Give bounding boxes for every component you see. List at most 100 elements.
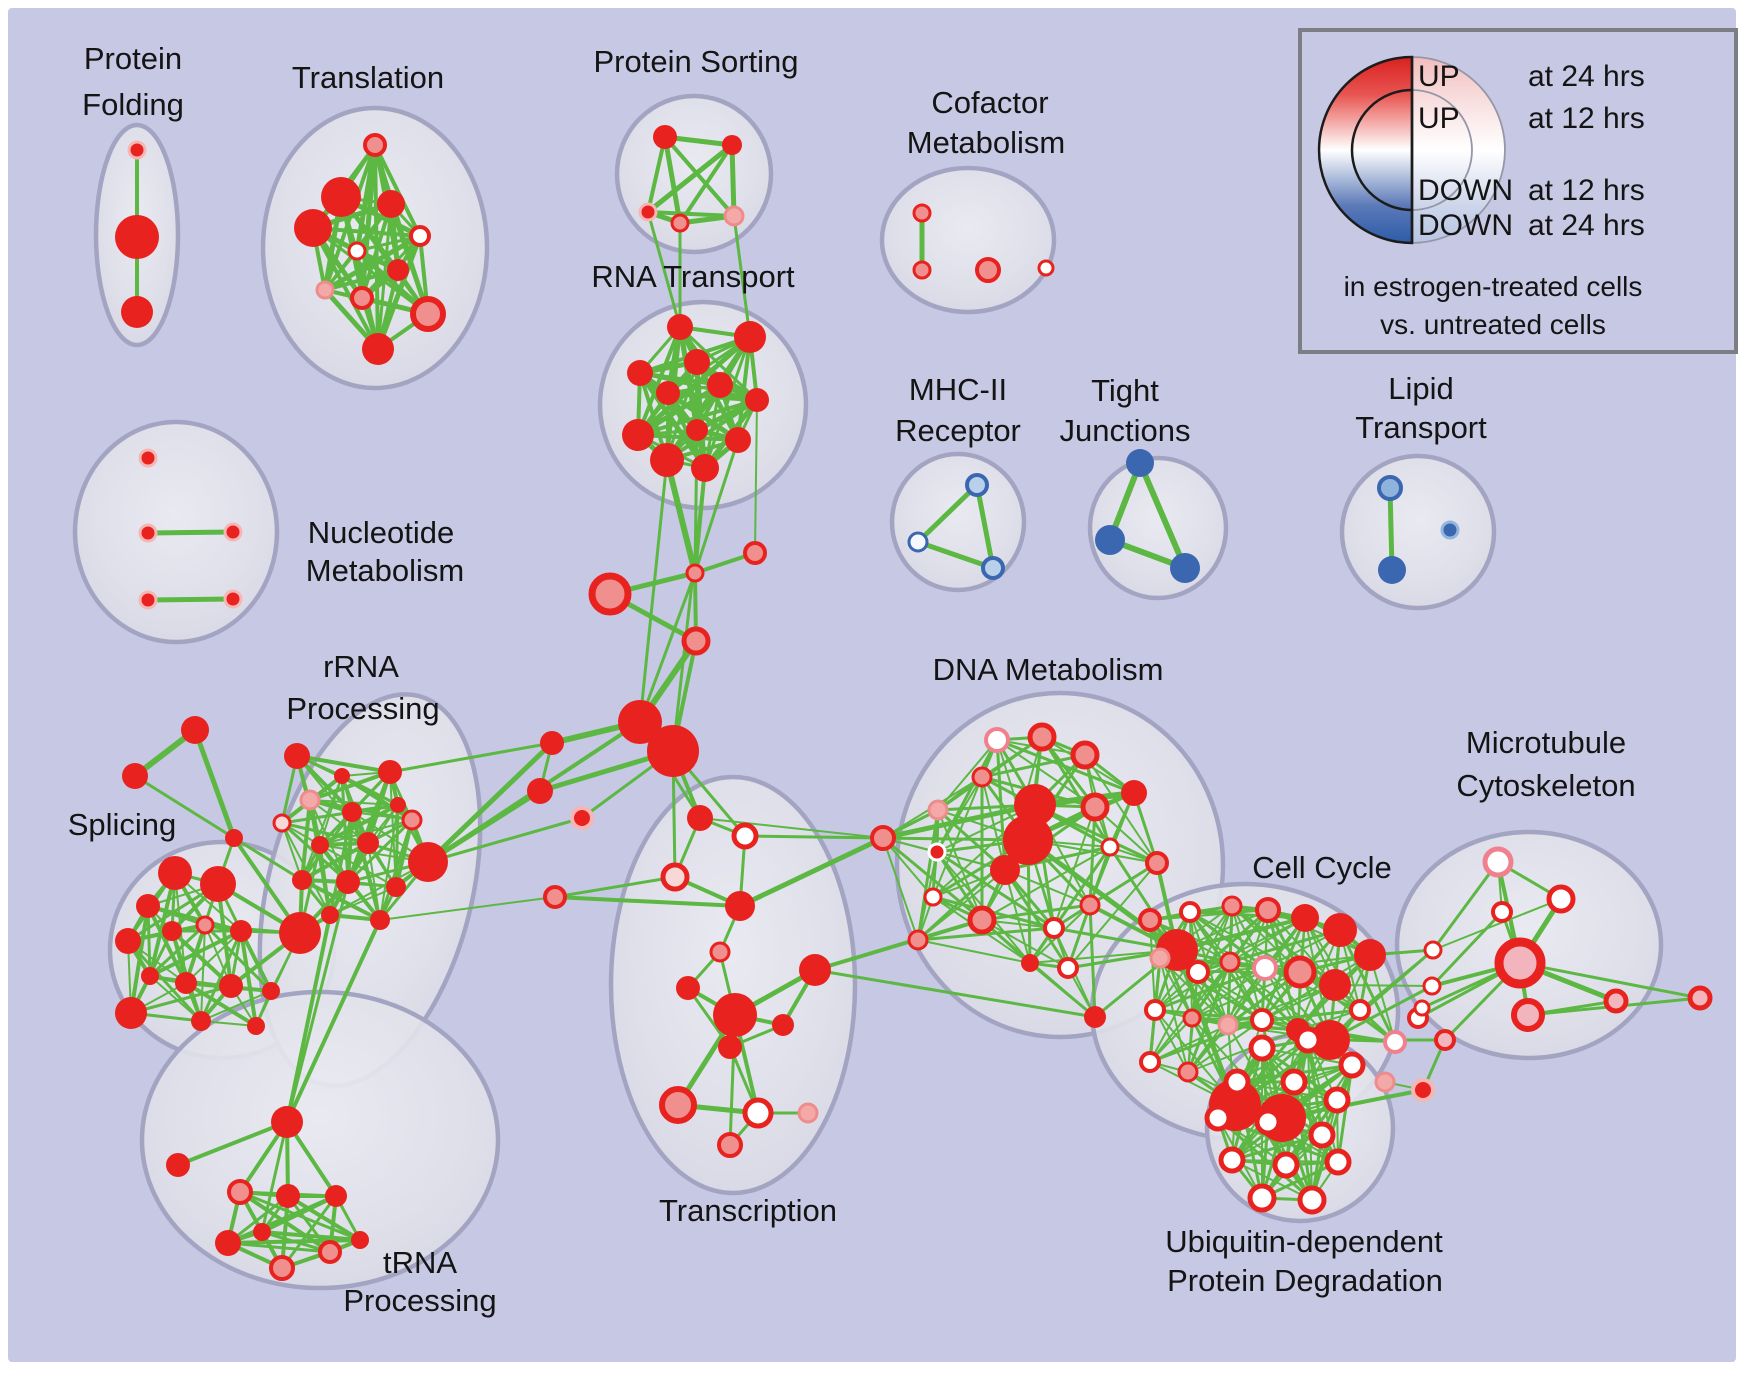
network-node [1043, 917, 1065, 939]
cluster-label-protein-folding: Folding [82, 87, 184, 122]
network-node [570, 806, 594, 830]
network-node [1186, 960, 1210, 984]
network-edge [318, 803, 400, 847]
network-node [981, 556, 1005, 580]
network-edge [1148, 1018, 1264, 1064]
network-node [1248, 1034, 1276, 1062]
network-node [1377, 475, 1403, 501]
network-edge [729, 142, 737, 219]
network-node [723, 205, 745, 227]
network-edge [346, 818, 414, 884]
network-edge [1175, 916, 1307, 952]
network-edge [388, 741, 554, 774]
network-edge [1088, 903, 1097, 1019]
network-node [1411, 1078, 1435, 1102]
network-node [409, 225, 431, 247]
network-node [138, 590, 158, 610]
network-node [656, 381, 680, 405]
network-node [136, 894, 160, 918]
network-node [1084, 1006, 1106, 1028]
network-node [1374, 1071, 1396, 1093]
cluster-label-tight-junctions: Tight [1091, 373, 1159, 408]
network-edge [553, 875, 677, 899]
network-edge [360, 202, 393, 300]
network-node [797, 1102, 819, 1124]
network-edge [932, 776, 983, 898]
network-node [1434, 1029, 1456, 1051]
network-node [1511, 998, 1545, 1032]
network-node [588, 572, 632, 616]
cluster-label-cofactor-metabolism: Metabolism [907, 125, 1066, 160]
network-edge [285, 918, 382, 1124]
cluster-label-translation: Translation [292, 60, 444, 95]
network-edge [686, 986, 732, 1049]
network-node [540, 731, 564, 755]
cluster-label-microtubule-cytoskeleton: Cytoskeleton [1456, 768, 1635, 803]
network-edge [426, 816, 584, 864]
network-node [1170, 553, 1200, 583]
network-edge [260, 1194, 338, 1234]
network-node [687, 805, 713, 831]
network-edge [880, 802, 1038, 841]
network-edge [980, 903, 1092, 922]
network-edge [1518, 961, 1702, 1000]
legend-direction-label: UP [1418, 102, 1460, 135]
network-node [1349, 999, 1371, 1021]
network-node [200, 866, 236, 902]
network-edge [974, 482, 996, 571]
network-node [670, 213, 690, 233]
network-edge [663, 135, 736, 218]
network-node [722, 135, 742, 155]
cluster-label-nucleotide-metabolism: Nucleotide [308, 515, 454, 550]
network-edge [295, 754, 392, 774]
network-node [1149, 947, 1171, 969]
network-node [1182, 1008, 1202, 1028]
cluster-label-cofactor-metabolism: Cofactor [931, 85, 1048, 120]
network-edge [1191, 971, 1301, 1019]
network-edge [280, 821, 370, 845]
network-node [1378, 556, 1406, 584]
cluster-label-splicing: Splicing [68, 807, 177, 842]
cluster-label-rrna-processing: rRNA [323, 649, 399, 684]
network-node [401, 809, 423, 831]
network-node [127, 140, 147, 160]
cluster-label-trna-processing: tRNA [383, 1245, 457, 1280]
network-edge [645, 142, 735, 215]
network-node [927, 842, 947, 862]
network-edge [340, 774, 350, 884]
network-edge [1264, 954, 1371, 969]
network-node [1126, 449, 1154, 477]
network-edge [359, 142, 378, 301]
network-edge [239, 929, 258, 1028]
network-edge [184, 981, 258, 1028]
network-node [650, 443, 684, 477]
network-node [377, 190, 405, 218]
network-node [315, 280, 335, 300]
legend-time-label: at 12 hrs [1528, 102, 1645, 135]
network-node [725, 891, 755, 921]
network-node [334, 768, 350, 784]
network-node [799, 954, 831, 986]
cluster-labels-layer: Protein Folding Translation Protein Sorting… [68, 41, 1636, 1318]
network-edge [149, 975, 202, 1022]
network-edge [1186, 960, 1232, 1074]
network-node [1021, 954, 1039, 972]
network-edge [636, 325, 682, 437]
network-node [1250, 1008, 1274, 1032]
network-node [1179, 901, 1201, 923]
network-edge [638, 571, 697, 724]
network-node [294, 209, 332, 247]
network-edge [882, 837, 919, 941]
network-edge [192, 727, 237, 841]
network-node [907, 929, 929, 951]
network-node [1323, 913, 1357, 947]
network-edge [1187, 1019, 1263, 1073]
legend-time-label: at 24 hrs [1528, 60, 1645, 93]
cluster-label-rrna-processing: Processing [286, 691, 439, 726]
network-edge [260, 1230, 362, 1242]
network-node [370, 910, 390, 930]
network-node [271, 1106, 303, 1138]
network-node [713, 993, 757, 1037]
network-node [967, 905, 997, 935]
network-node [1297, 1185, 1327, 1215]
